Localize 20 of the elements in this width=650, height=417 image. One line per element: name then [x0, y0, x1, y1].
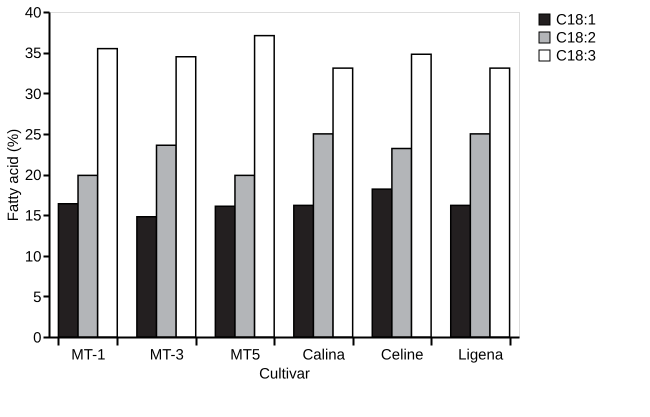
- y-tick-label: 15: [24, 208, 42, 225]
- y-tick-label: 30: [24, 86, 42, 103]
- legend-label: C18:3: [556, 48, 596, 64]
- x-axis-title: Cultivar: [259, 366, 310, 382]
- legend-label: C18:2: [556, 30, 596, 46]
- y-tick-label: 5: [33, 288, 42, 306]
- x-tick-label: Celine: [380, 346, 424, 364]
- x-tick-label: MT5: [230, 346, 260, 364]
- y-tick-label: 25: [24, 126, 42, 144]
- y-axis-title: Fatty acid (%): [4, 128, 22, 222]
- y-tick-label: 20: [24, 167, 42, 184]
- y-tick-label: 10: [24, 248, 42, 266]
- y-tick-label: 40: [24, 4, 42, 22]
- y-tick-label: 0: [33, 330, 42, 346]
- x-tick-label: MT-1: [71, 346, 106, 364]
- x-tick-label: Ligena: [458, 346, 504, 364]
- x-tick-label: MT-3: [150, 346, 184, 364]
- x-tick-label: Calina: [302, 346, 346, 364]
- y-tick-label: 35: [24, 45, 42, 62]
- legend-label: C18:1: [556, 12, 596, 28]
